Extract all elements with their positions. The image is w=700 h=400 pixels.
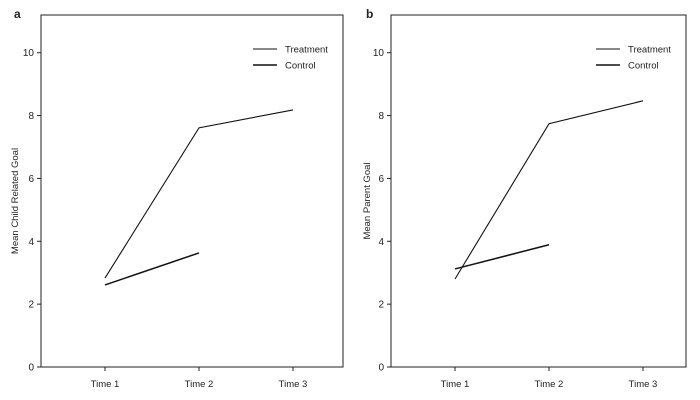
x-tick-label: Time 3	[279, 379, 308, 390]
legend-label: Control	[285, 61, 316, 72]
panel-label: b	[366, 7, 373, 21]
legend-label: Treatment	[285, 45, 328, 56]
y-tick-label: 2	[28, 300, 34, 311]
panel-b: b 0 2 4 6 8 10 Time 1 Time 2 Time 3 Mean Parent Go…	[362, 7, 687, 390]
y-tick-label: 0	[378, 363, 384, 374]
y-tick-label: 2	[378, 300, 384, 311]
y-axis-label: Mean Child Related Goal	[10, 148, 21, 254]
x-tick-label: Time 1	[441, 379, 470, 390]
panel-a: a 0 2 4 6 8 10 Time 1 Time 2 Time 3 Mean Child Rel…	[10, 7, 344, 390]
series-line-control	[104, 252, 200, 286]
series-line-treatment	[454, 100, 644, 280]
y-tick-label: 10	[23, 48, 35, 59]
y-tick-label: 4	[378, 237, 384, 248]
y-tick-label: 6	[378, 174, 384, 185]
y-tick-label: 6	[28, 174, 34, 185]
y-tick-label: 0	[28, 363, 34, 374]
series-line-control	[454, 244, 550, 270]
legend-label: Treatment	[628, 45, 671, 56]
y-tick-label: 8	[378, 111, 384, 122]
panel-label: a	[14, 7, 21, 21]
plot-frame	[390, 14, 687, 368]
y-axis-label: Mean Parent Goal	[362, 162, 373, 239]
x-tick-label: Time 2	[185, 379, 214, 390]
x-tick-label: Time 3	[629, 379, 658, 390]
x-tick-label: Time 2	[535, 379, 564, 390]
y-tick-label: 10	[373, 48, 385, 59]
y-tick-label: 4	[28, 237, 34, 248]
plot-frame	[40, 14, 344, 368]
y-tick-label: 8	[28, 111, 34, 122]
x-tick-label: Time 1	[91, 379, 120, 390]
legend-label: Control	[628, 61, 659, 72]
